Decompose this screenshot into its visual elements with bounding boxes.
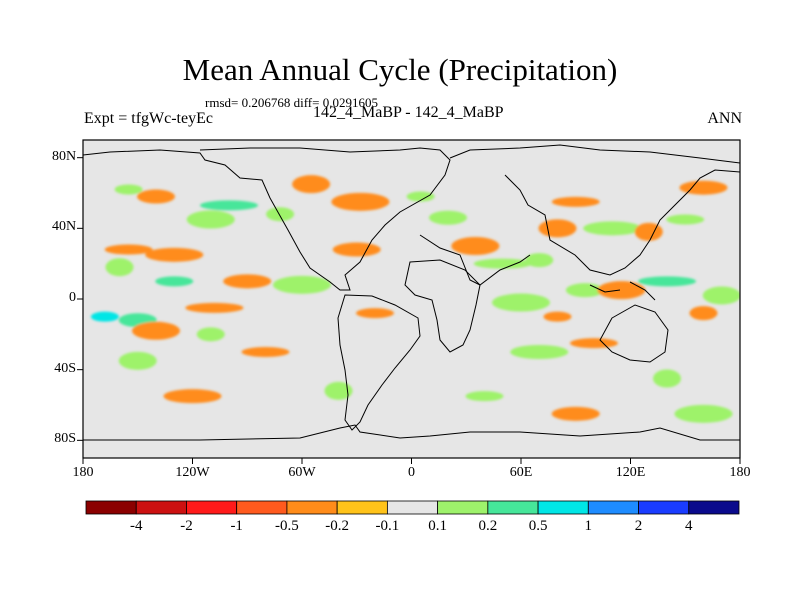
anomaly-patch bbox=[356, 308, 394, 319]
anomaly-patch bbox=[492, 293, 550, 312]
anomaly-patch bbox=[666, 214, 705, 225]
anomaly-patch bbox=[273, 275, 331, 294]
anomaly-patch bbox=[525, 253, 554, 268]
lat-label: 40N bbox=[52, 219, 77, 235]
anomaly-patch bbox=[332, 242, 381, 257]
colorbar-swatch bbox=[437, 500, 489, 515]
colorbar-label: -4 bbox=[129, 518, 143, 534]
anomaly-patch bbox=[465, 391, 504, 402]
colorbar-label: -0.5 bbox=[275, 518, 299, 534]
colorbar-swatch bbox=[537, 500, 589, 515]
colorbar-label: -2 bbox=[180, 518, 193, 534]
coastline-eurasia bbox=[419, 144, 740, 286]
lat-label: 80S bbox=[54, 431, 76, 447]
anomaly-patch bbox=[674, 404, 733, 423]
coastline-africa bbox=[404, 259, 481, 353]
anomaly-patch bbox=[163, 389, 222, 404]
anomaly-patch bbox=[200, 200, 258, 211]
colorbar-swatch bbox=[286, 500, 338, 515]
anomaly-patch bbox=[186, 210, 235, 229]
anomaly-patch bbox=[114, 184, 143, 195]
colorbar-swatch bbox=[135, 500, 187, 515]
colorbar-label: -0.2 bbox=[325, 518, 350, 534]
colorbar-swatch bbox=[236, 500, 288, 515]
anomaly-patch bbox=[551, 406, 600, 421]
lon-label: 0 bbox=[408, 465, 415, 480]
lon-label: 120E bbox=[615, 465, 646, 480]
anomaly-patch bbox=[543, 311, 572, 322]
lat-label: 80N bbox=[52, 148, 77, 164]
anomaly-patch bbox=[473, 258, 532, 269]
colorbar-swatch bbox=[487, 500, 539, 515]
coastline-north-america bbox=[83, 147, 451, 291]
colorbar-swatch bbox=[638, 500, 690, 515]
colorbar-label: 0.2 bbox=[478, 518, 498, 534]
colorbar-label: 1 bbox=[584, 518, 593, 534]
anomaly-patch bbox=[538, 219, 577, 238]
anomaly-patch bbox=[292, 175, 331, 194]
colorbar-swatch bbox=[85, 500, 137, 515]
lon-label: 120W bbox=[175, 465, 210, 480]
anomaly-patch bbox=[196, 327, 225, 342]
colorbar-label: 0.1 bbox=[428, 518, 447, 534]
plot-title: Mean Annual Cycle (Precipitation) bbox=[182, 52, 618, 87]
anomaly-patch bbox=[570, 338, 618, 349]
anomaly-patch bbox=[266, 207, 295, 222]
anomaly-patch bbox=[638, 276, 696, 287]
anomaly-patch bbox=[689, 306, 718, 321]
lon-label: 180 bbox=[72, 465, 94, 480]
coastline-south-america bbox=[337, 294, 421, 431]
anomaly-patch bbox=[223, 274, 272, 289]
lon-label: 60E bbox=[509, 465, 533, 480]
coastline-antarctica bbox=[83, 424, 740, 441]
anomaly-patch bbox=[331, 192, 390, 211]
anomaly-patch bbox=[702, 286, 740, 305]
coastline-australia bbox=[599, 304, 669, 363]
anomaly-patch bbox=[118, 351, 157, 370]
colorbar-label: 0.5 bbox=[528, 518, 548, 534]
anomaly-patch bbox=[105, 258, 134, 277]
anomaly-patch bbox=[90, 311, 119, 322]
anomaly-patch bbox=[451, 237, 500, 255]
colorbar-swatch bbox=[688, 500, 740, 515]
experiment-label: Expt = tfgWc-teyEc bbox=[84, 110, 213, 127]
anomaly-patch bbox=[132, 321, 180, 340]
colorbar-label: -0.1 bbox=[375, 518, 400, 534]
map-background bbox=[83, 140, 740, 458]
anomaly-patch bbox=[679, 180, 728, 195]
anomaly-patch bbox=[145, 247, 204, 262]
anomaly-patch bbox=[155, 276, 194, 287]
anomaly-patch bbox=[653, 369, 681, 388]
anomaly-patch bbox=[104, 244, 153, 255]
lon-label: 180 bbox=[729, 465, 751, 480]
colorbar-label: 4 bbox=[685, 518, 693, 534]
stats-label: rmsd= 0.206768 diff= 0.0291605 bbox=[205, 95, 378, 110]
anomaly-patch bbox=[137, 189, 175, 204]
anomaly-patch bbox=[185, 302, 244, 313]
colorbar-label: 2 bbox=[634, 518, 643, 534]
anomaly-patch bbox=[634, 222, 663, 241]
lat-label: 0 bbox=[69, 290, 76, 305]
coastline-maritime bbox=[589, 281, 656, 301]
season-label: ANN bbox=[707, 110, 742, 127]
anomaly-patch bbox=[324, 381, 353, 400]
colorbar-swatch bbox=[336, 500, 388, 515]
case-label: 142_4_MaBP - 142_4_MaBP bbox=[313, 104, 504, 121]
anomaly-patch bbox=[510, 345, 569, 359]
anomaly-patch bbox=[551, 196, 600, 207]
colorbar-label: -1 bbox=[230, 518, 243, 534]
anomaly-patch bbox=[597, 281, 646, 300]
lat-label: 40S bbox=[54, 360, 76, 376]
colorbar-swatch bbox=[186, 500, 238, 515]
anomaly-patch bbox=[406, 191, 435, 202]
anomaly-patch bbox=[429, 210, 467, 225]
colorbar-swatch bbox=[587, 500, 639, 515]
anomaly-patch bbox=[241, 347, 290, 357]
colorbar-swatch bbox=[386, 500, 439, 515]
lon-label: 60W bbox=[288, 465, 316, 480]
anomaly-patch bbox=[583, 221, 642, 236]
